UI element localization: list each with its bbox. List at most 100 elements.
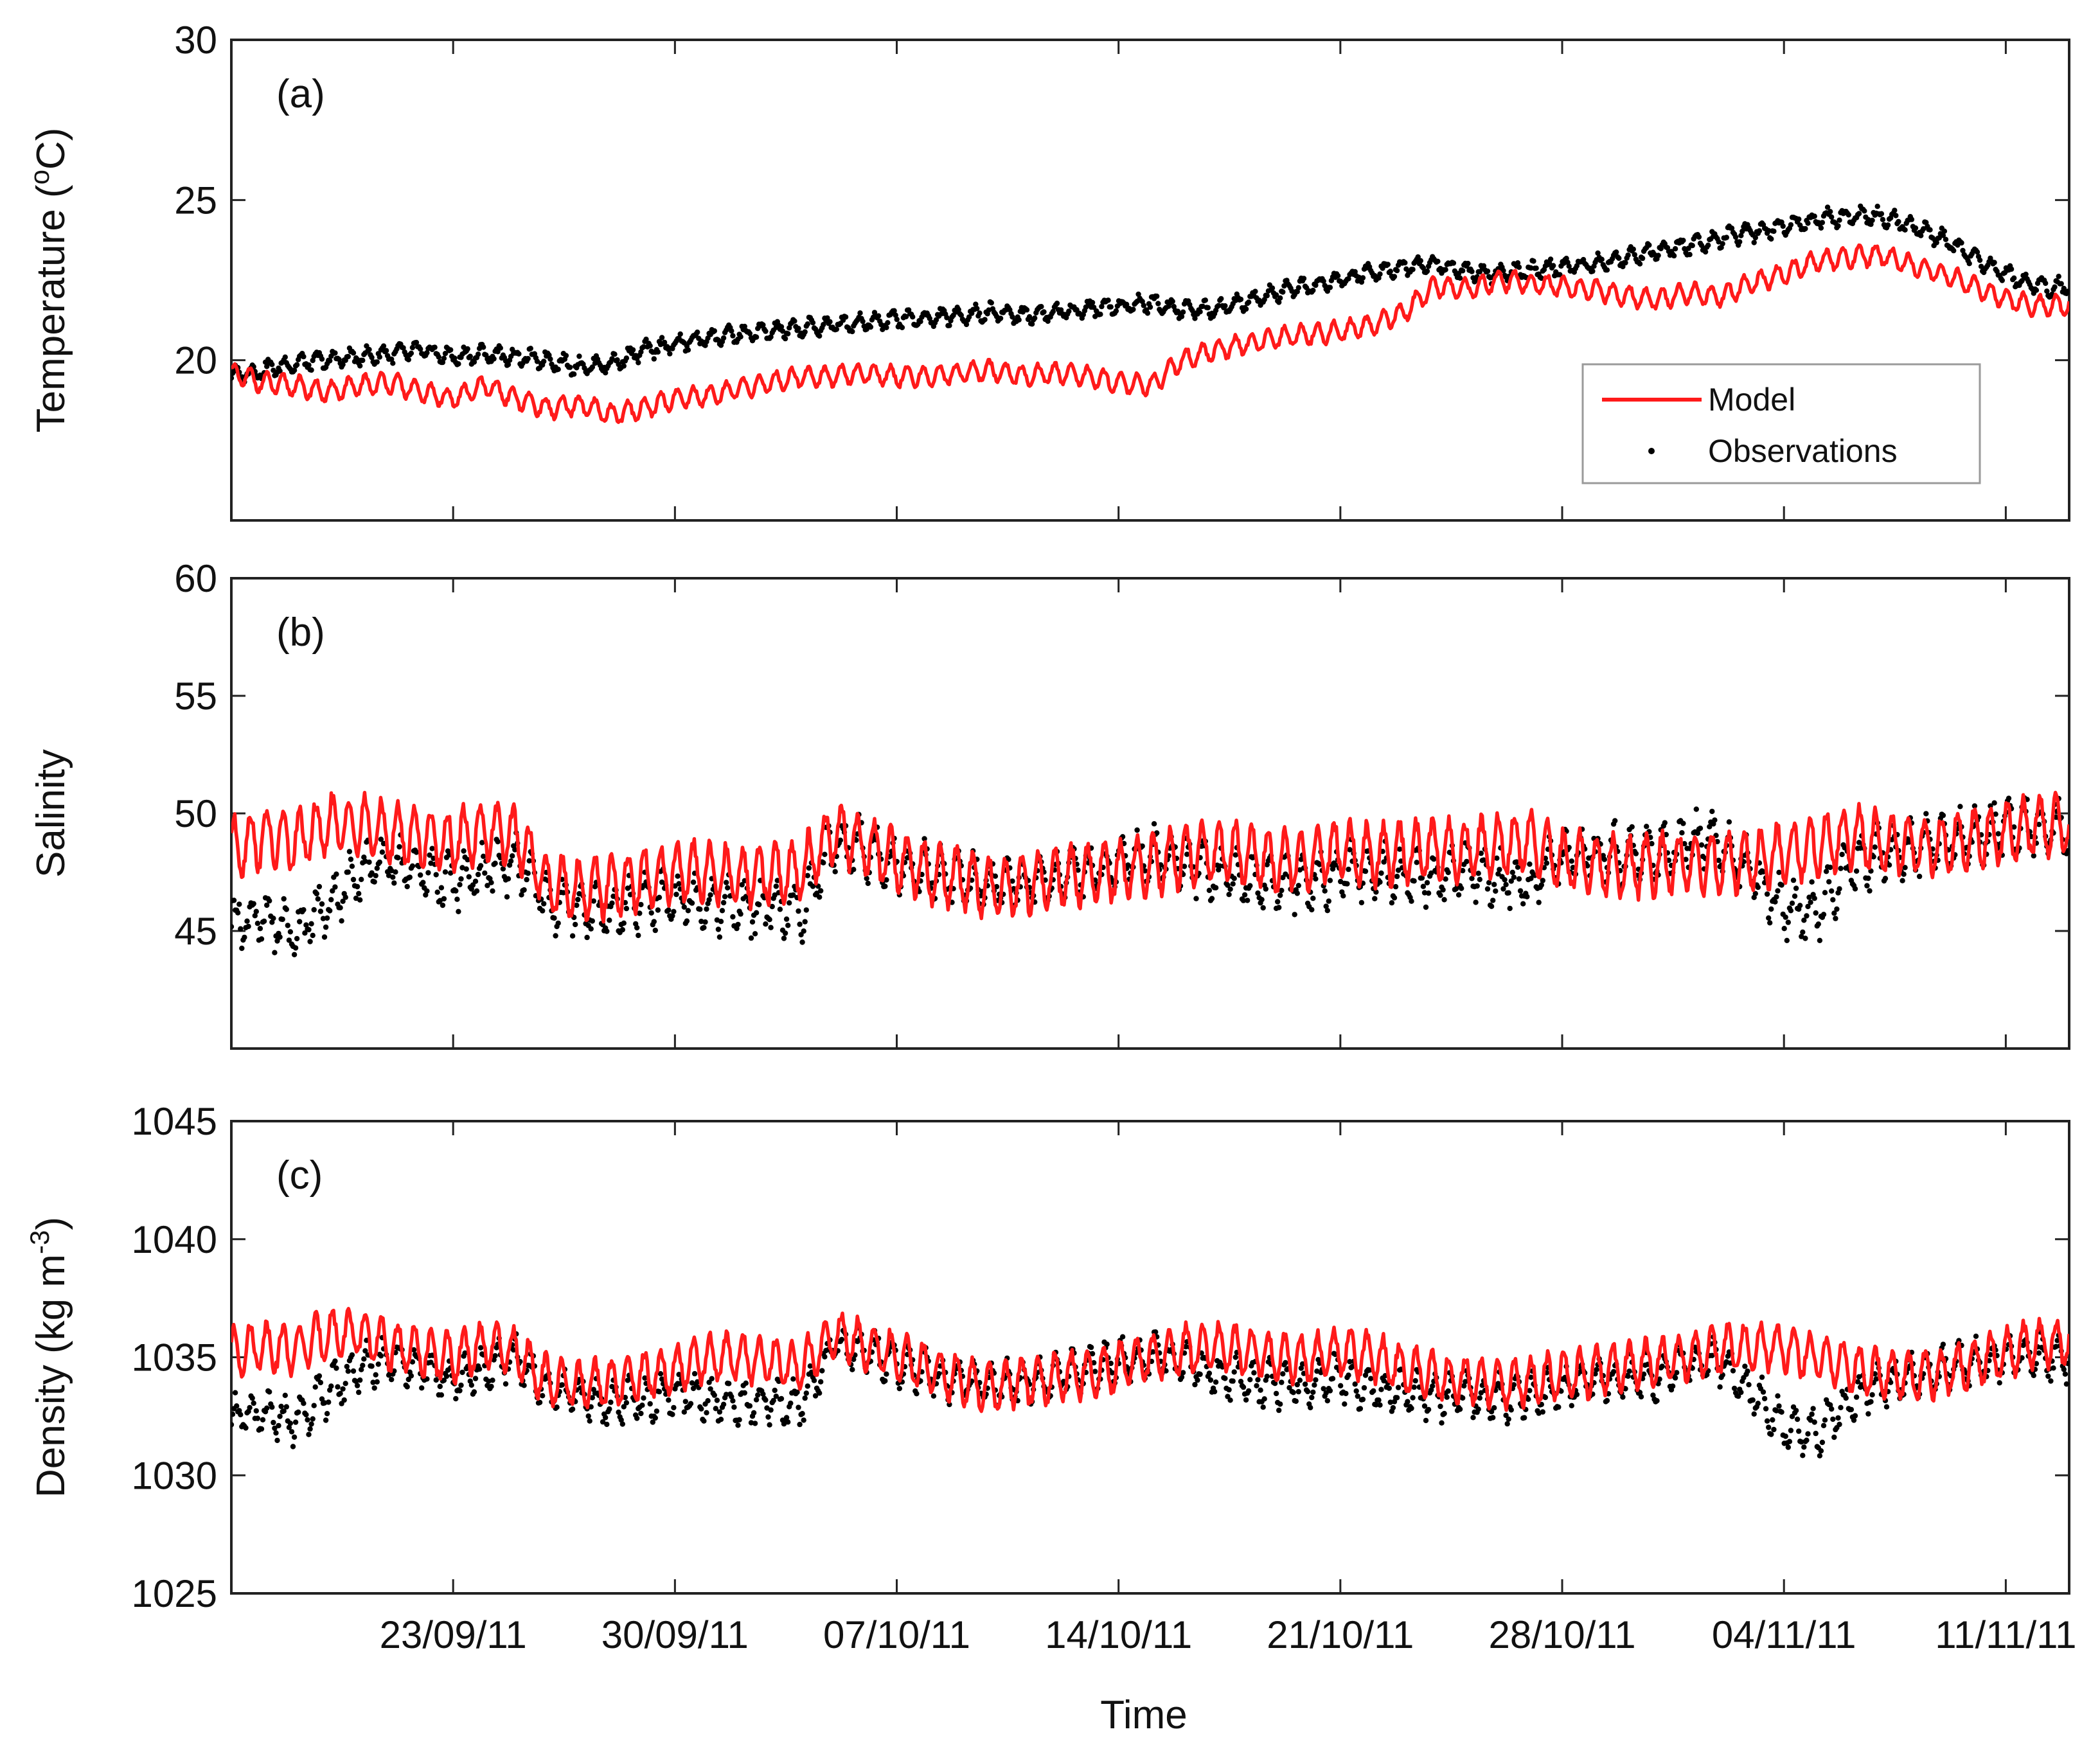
observation-point — [910, 314, 916, 320]
observation-point — [1277, 1401, 1283, 1407]
observation-point — [1820, 1422, 1827, 1428]
observation-point — [1730, 1368, 1736, 1374]
observation-point — [1599, 256, 1605, 262]
x-tick-label: 28/10/11 — [1488, 1613, 1635, 1656]
observation-point — [319, 356, 325, 362]
observation-point — [481, 344, 486, 350]
observation-point — [1376, 1397, 1382, 1403]
observation-point — [1796, 1428, 1802, 1434]
observation-point — [490, 888, 495, 894]
observation-point — [408, 1373, 414, 1379]
observation-point — [238, 1412, 244, 1417]
y-tick-label: 30 — [174, 19, 217, 62]
observation-point — [1767, 920, 1773, 926]
observation-point — [468, 1382, 474, 1388]
y-axis-label: Salinity — [29, 749, 73, 878]
observation-point — [1295, 1388, 1302, 1395]
observation-point — [359, 876, 364, 883]
observation-point — [405, 357, 411, 362]
observation-point — [1612, 818, 1618, 824]
observation-point — [1273, 1390, 1279, 1397]
observation-point — [349, 1352, 355, 1358]
observation-point — [701, 925, 707, 930]
observation-point — [271, 916, 276, 921]
observation-point — [1811, 213, 1817, 219]
observation-point — [471, 1389, 477, 1395]
observation-point — [1124, 301, 1130, 307]
observation-point — [2058, 281, 2064, 287]
observation-point — [253, 908, 259, 914]
observation-point — [1865, 875, 1871, 881]
observation-point — [569, 1406, 576, 1412]
observation-point — [1377, 271, 1383, 277]
x-tick-label: 07/10/11 — [823, 1613, 970, 1656]
observation-point — [1811, 1419, 1817, 1425]
observation-point — [310, 357, 316, 364]
y-axis-label-unit: C) — [29, 128, 73, 170]
observation-point — [788, 1400, 794, 1406]
observation-point — [1297, 1377, 1303, 1383]
observation-point — [534, 359, 540, 364]
observation-point — [1811, 896, 1817, 901]
observation-point — [1766, 915, 1772, 921]
observation-point — [379, 849, 386, 855]
observation-point — [1445, 1388, 1451, 1394]
observation-point — [714, 1397, 720, 1403]
observation-point — [742, 323, 748, 330]
observation-point — [707, 892, 713, 898]
observation-point — [822, 1354, 828, 1360]
observation-point — [252, 913, 258, 919]
observation-point — [1654, 1398, 1660, 1404]
observation-point — [1409, 898, 1414, 904]
observation-point — [697, 907, 703, 912]
observation-point — [1326, 898, 1331, 904]
observation-point — [614, 357, 620, 363]
observation-point — [1834, 906, 1840, 912]
observation-point — [724, 880, 729, 885]
observation-point — [743, 1380, 749, 1386]
observation-point — [1151, 821, 1157, 827]
observation-point — [796, 908, 801, 914]
observation-point — [676, 881, 682, 887]
observation-point — [1460, 1395, 1466, 1401]
y-tick-label: 45 — [174, 910, 217, 953]
observation-point — [555, 366, 561, 372]
observation-point — [718, 1417, 724, 1422]
observation-point — [1424, 880, 1430, 886]
observation-point — [589, 364, 595, 370]
observation-point — [851, 867, 857, 873]
observation-point — [2044, 288, 2050, 294]
observation-point — [1380, 265, 1385, 271]
observation-point — [1974, 249, 1980, 255]
observation-point — [231, 924, 235, 930]
observation-point — [1828, 864, 1833, 871]
observation-point — [1687, 252, 1693, 258]
observation-point — [1393, 883, 1399, 890]
observation-point — [574, 902, 580, 908]
observation-point — [1280, 289, 1286, 295]
observation-point — [285, 923, 290, 928]
observation-point — [666, 907, 672, 913]
observation-point — [302, 930, 308, 936]
observation-point — [1768, 236, 1774, 242]
observation-point — [471, 359, 477, 365]
observation-point — [944, 315, 950, 321]
observation-point — [551, 915, 557, 921]
observation-point — [341, 1397, 347, 1403]
observation-point — [1815, 921, 1821, 927]
observation-point — [1901, 871, 1907, 877]
observation-point — [1247, 883, 1253, 889]
observation-point — [1790, 877, 1797, 883]
observation-point — [418, 346, 423, 352]
observation-point — [1574, 263, 1580, 269]
observation-point — [292, 1419, 299, 1425]
observation-point — [251, 901, 256, 907]
observation-point — [1418, 258, 1423, 263]
observation-point — [524, 876, 529, 883]
observation-point — [1632, 252, 1637, 258]
observation-point — [768, 1407, 774, 1413]
observation-point — [1818, 1448, 1824, 1454]
observation-point — [373, 1372, 378, 1377]
y-axis-label-superscript: o — [24, 170, 55, 184]
observation-point — [1310, 896, 1316, 901]
